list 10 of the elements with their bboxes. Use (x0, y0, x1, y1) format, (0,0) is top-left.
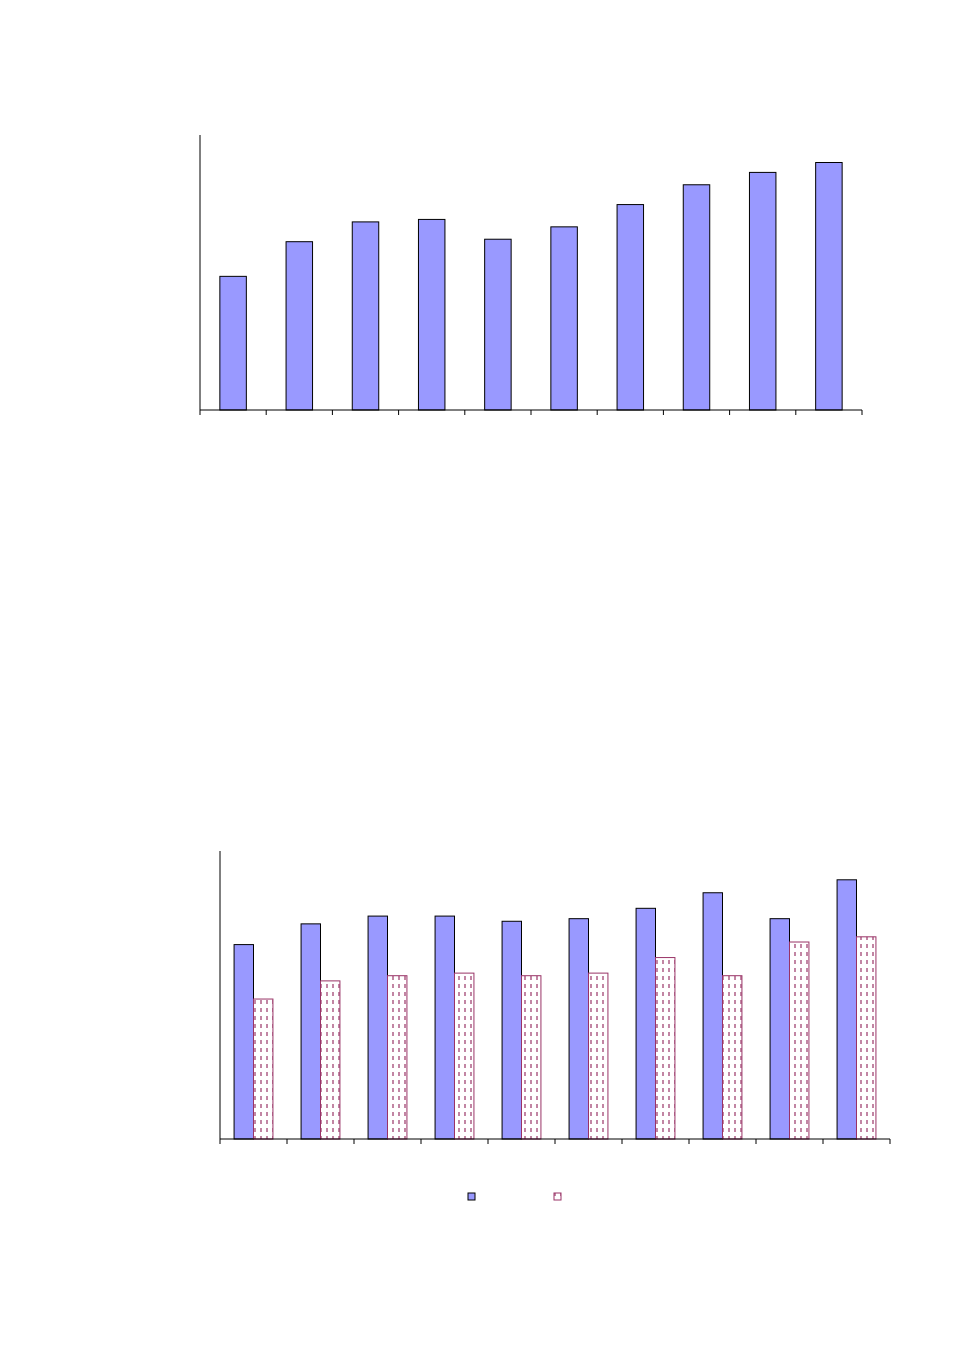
bar (588, 972, 609, 1140)
bar (856, 936, 877, 1140)
bar (521, 975, 542, 1140)
bar (789, 941, 810, 1140)
bar (722, 975, 743, 1140)
bar (655, 957, 676, 1140)
bar (253, 998, 274, 1140)
bar (454, 972, 475, 1140)
bar (320, 980, 341, 1140)
bar (387, 975, 408, 1140)
